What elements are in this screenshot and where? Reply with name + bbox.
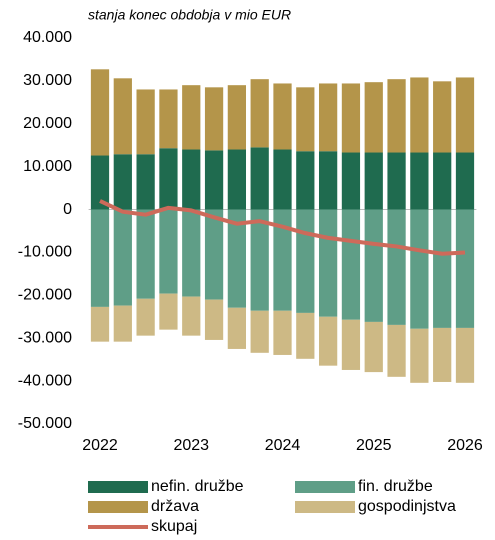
- bar: [455, 77, 475, 153]
- bar: [250, 209, 269, 311]
- bar: [455, 209, 475, 328]
- bar: [341, 152, 361, 210]
- y-tick-label: -20.000: [18, 287, 72, 304]
- bar: [113, 154, 132, 210]
- legend-swatch: [88, 481, 148, 493]
- bar: [273, 310, 292, 355]
- bar: [318, 316, 338, 366]
- y-tick-label: 20.000: [23, 115, 72, 132]
- bar: [364, 82, 383, 153]
- y-tick-label: -50.000: [18, 415, 72, 432]
- legend-label: nefin. družbe: [151, 478, 244, 495]
- bar: [387, 79, 406, 153]
- bar: [159, 293, 178, 330]
- bar: [136, 209, 155, 299]
- y-tick-label: 30.000: [23, 72, 72, 89]
- bar: [136, 298, 155, 336]
- legend-swatch: [295, 501, 355, 513]
- y-tick-label: -30.000: [18, 329, 72, 346]
- bar: [364, 152, 383, 210]
- bar: [90, 69, 110, 156]
- x-tick-label: 2025: [356, 437, 392, 454]
- legend-label: država: [151, 498, 199, 515]
- bar: [182, 296, 201, 336]
- legend-label: fin. družbe: [358, 478, 433, 495]
- bar: [159, 89, 178, 149]
- bar: [296, 312, 315, 359]
- bar: [250, 79, 269, 148]
- bar: [433, 327, 452, 382]
- bar: [296, 87, 315, 152]
- x-tick-label: 2024: [265, 437, 301, 454]
- bar: [387, 152, 406, 210]
- x-tick-label: 2026: [447, 437, 483, 454]
- bar: [227, 85, 247, 150]
- bar: [410, 209, 429, 329]
- bar: [318, 209, 338, 317]
- y-tick-label: 0: [63, 201, 72, 218]
- legend-label: skupaj: [151, 518, 197, 535]
- bar: [136, 89, 155, 155]
- bar: [273, 149, 292, 210]
- y-tick-label: 40.000: [23, 29, 72, 46]
- x-tick-label: 2022: [82, 437, 118, 454]
- bar: [455, 152, 475, 210]
- bar: [433, 81, 452, 153]
- bar: [182, 209, 201, 297]
- y-tick-label: -40.000: [18, 372, 72, 389]
- legend-swatch: [295, 481, 355, 493]
- bar: [387, 209, 406, 325]
- bar: [273, 83, 292, 150]
- bar: [204, 150, 224, 210]
- bar: [341, 209, 361, 320]
- bar: [273, 209, 292, 311]
- bar: [341, 319, 361, 370]
- bar: [250, 147, 269, 210]
- bar: [182, 149, 201, 210]
- bar: [318, 83, 338, 152]
- legend-label: gospodinjstva: [358, 498, 456, 515]
- bar: [296, 209, 315, 313]
- line: [99, 199, 466, 256]
- bar: [90, 209, 110, 307]
- bar: [410, 152, 429, 210]
- bar: [90, 306, 110, 342]
- bar: [410, 328, 429, 383]
- bar: [136, 154, 155, 210]
- bar: [227, 149, 247, 210]
- bar: [182, 85, 201, 150]
- bar: [433, 152, 452, 210]
- bar: [113, 305, 132, 342]
- bar: [227, 307, 247, 349]
- bar: [159, 148, 178, 210]
- bar: [250, 310, 269, 353]
- bar: [433, 209, 452, 328]
- bar: [364, 321, 383, 373]
- chart-subtitle: stanja konec obdobja v mio EUR: [88, 7, 291, 23]
- bar: [90, 155, 110, 210]
- bar: [455, 327, 475, 383]
- y-tick-label: -10.000: [18, 244, 72, 261]
- x-tick-label: 2023: [173, 437, 209, 454]
- bar: [113, 78, 132, 155]
- y-tick-label: 10.000: [23, 158, 72, 175]
- bar: [296, 151, 315, 210]
- bar: [410, 77, 429, 153]
- bar: [341, 83, 361, 153]
- bar: [364, 209, 383, 322]
- bar: [113, 209, 132, 306]
- bar: [204, 299, 224, 340]
- bar: [159, 209, 178, 294]
- bar: [387, 324, 406, 377]
- bar: [227, 209, 247, 308]
- legend-swatch: [88, 501, 148, 513]
- bar: [318, 151, 338, 210]
- bar: [204, 209, 224, 300]
- bar: [204, 87, 224, 151]
